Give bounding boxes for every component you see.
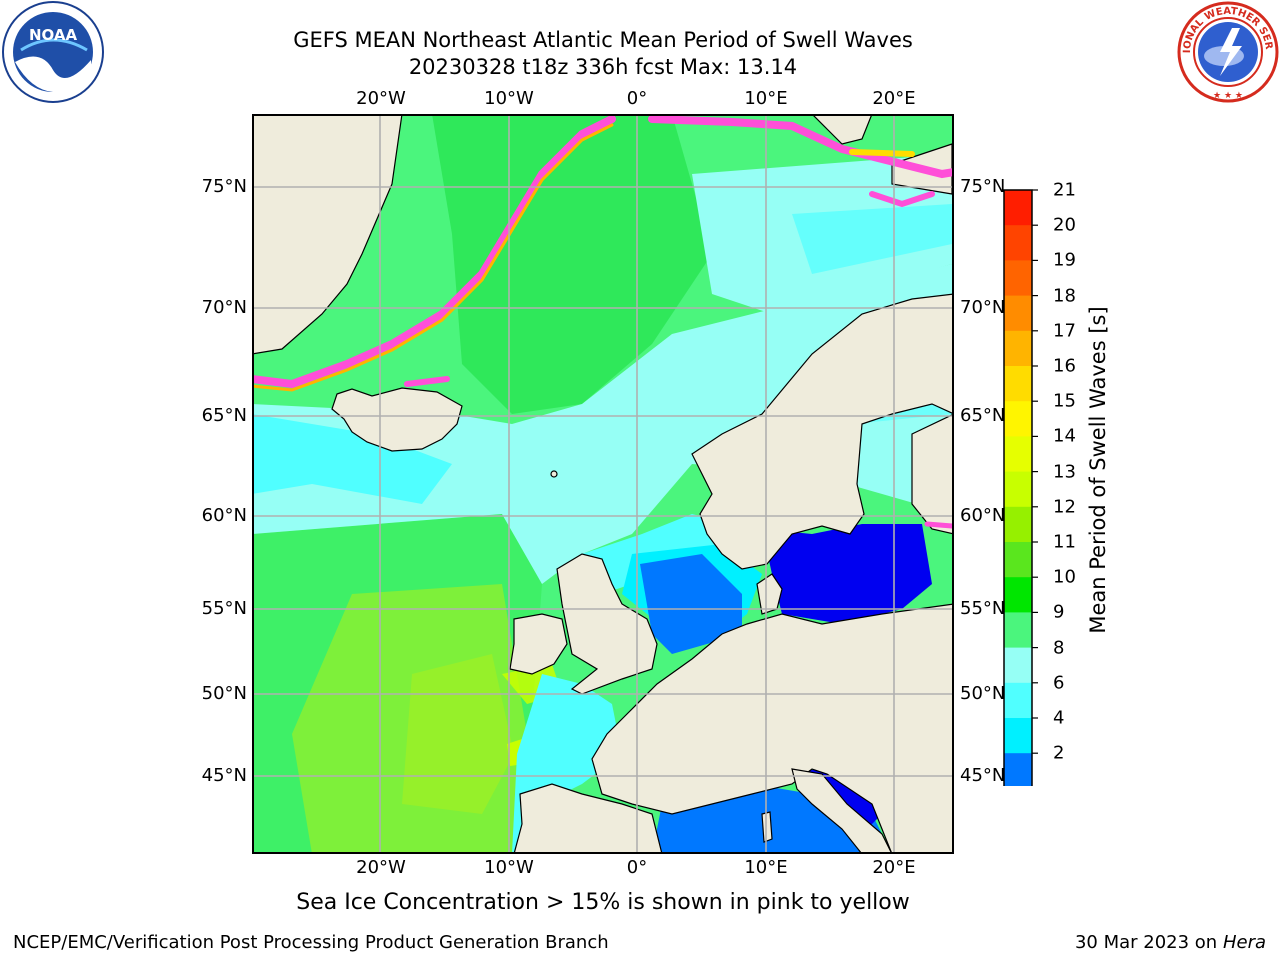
colorbar-segment xyxy=(1004,190,1032,226)
colorbar-tick-label: 16 xyxy=(1053,355,1076,377)
colorbar-tick-label: 21 xyxy=(1053,179,1076,201)
nws-logo: NATIONAL WEATHER SERVICE ★ ★ ★ xyxy=(1176,0,1279,103)
colorbar-tick-label: 14 xyxy=(1053,425,1076,447)
map-subtitle: 20230328 t18z 336h fcst Max: 13.14 xyxy=(408,55,798,79)
colorbar-segment xyxy=(1004,366,1032,402)
lon-label-top: 10°W xyxy=(484,88,534,109)
colorbar-segment xyxy=(1004,330,1032,367)
colorbar-segment xyxy=(1004,612,1032,649)
lat-label-right: 75°N xyxy=(960,176,1006,197)
colorbar-tick-label: 13 xyxy=(1053,461,1076,483)
land-greenland xyxy=(253,115,403,355)
ice-edge-greenland xyxy=(253,115,616,389)
map-title: GEFS MEAN Northeast Atlantic Mean Period… xyxy=(293,28,913,52)
colorbar-segment xyxy=(1004,577,1032,613)
colorbar-tick-label: 12 xyxy=(1053,496,1076,518)
ice-note: Sea Ice Concentration > 15% is shown in … xyxy=(296,890,910,915)
lat-label-left: 75°N xyxy=(201,176,247,197)
land-iberia xyxy=(513,783,663,853)
colorbar-tick-label: 8 xyxy=(1053,637,1065,659)
field-green-north xyxy=(432,115,712,414)
field-baltic xyxy=(762,524,932,624)
lat-label-left: 50°N xyxy=(201,683,247,704)
lat-label-right: 65°N xyxy=(960,405,1006,426)
colorbar-segment xyxy=(1004,647,1032,684)
lat-label-left: 55°N xyxy=(201,598,247,619)
host-name: Hera xyxy=(1222,932,1266,953)
colorbar-tick-label: 6 xyxy=(1053,672,1065,694)
land-iceland xyxy=(331,387,463,452)
colorbar-segment xyxy=(1004,542,1032,578)
noaa-logo-text: NOAA xyxy=(29,26,78,44)
land-svalbard xyxy=(812,115,873,145)
land-scandinavia xyxy=(691,293,953,570)
colorbar-segment xyxy=(1004,225,1032,261)
colorbar-tick-label: 2 xyxy=(1053,742,1065,764)
colorbar-segment xyxy=(1004,682,1032,719)
credit-text: NCEP/EMC/Verification Post Processing Pr… xyxy=(13,932,609,953)
colorbar-tick-label: 18 xyxy=(1053,285,1076,307)
land-ireland xyxy=(509,613,568,675)
lon-label-top: 0° xyxy=(626,88,648,109)
lat-label-left: 60°N xyxy=(201,505,247,526)
colorbar-tick-label: 17 xyxy=(1053,320,1076,342)
colorbar-tick-label: 11 xyxy=(1053,531,1076,553)
lat-label-left: 70°N xyxy=(201,297,247,318)
colorbar-tick-label: 4 xyxy=(1053,707,1065,729)
colorbar-tick-label: 10 xyxy=(1053,566,1076,588)
colorbar-segment xyxy=(1004,753,1032,786)
colorbar-tick-label: 19 xyxy=(1053,249,1076,271)
land-continental-europe xyxy=(591,603,953,853)
lon-label-bottom: 20°E xyxy=(872,857,916,878)
colorbar-segment xyxy=(1004,401,1032,437)
lon-label-bottom: 10°W xyxy=(484,857,534,878)
lat-label-right: 55°N xyxy=(960,598,1006,619)
lon-label-bottom: 0° xyxy=(626,857,648,878)
colorbar-tick-label: 20 xyxy=(1053,214,1076,236)
colorbar-segment xyxy=(1004,295,1032,332)
colorbar-tick-label: 9 xyxy=(1053,601,1065,623)
colorbar-segment xyxy=(1004,506,1032,543)
colorbar-segment xyxy=(1004,718,1032,754)
lon-label-top: 20°W xyxy=(356,88,406,109)
svg-text:★ ★ ★: ★ ★ ★ xyxy=(1213,91,1243,101)
lat-label-left: 65°N xyxy=(201,405,247,426)
date-stamp: 30 Mar 2023 on Hera xyxy=(1075,932,1266,953)
lon-label-bottom: 10°E xyxy=(744,857,788,878)
lat-label-left: 45°N xyxy=(201,765,247,786)
lat-label-right: 45°N xyxy=(960,765,1006,786)
lat-label-right: 60°N xyxy=(960,505,1006,526)
lat-label-right: 50°N xyxy=(960,683,1006,704)
colorbar xyxy=(1003,189,1038,786)
field-light-cyan xyxy=(253,264,952,584)
colorbar-tick-label: 15 xyxy=(1053,390,1076,412)
graticule xyxy=(253,115,953,853)
lon-label-top: 10°E xyxy=(744,88,788,109)
colorbar-title: Mean Period of Swell Waves [s] xyxy=(1086,306,1110,634)
colorbar-segment xyxy=(1004,471,1032,508)
field-blue-northsea xyxy=(640,554,742,654)
noaa-logo: NOAA xyxy=(2,1,104,103)
date-text: 30 Mar 2023 on xyxy=(1074,932,1218,953)
ice-edge-svalbard xyxy=(648,115,953,179)
lon-label-bottom: 20°W xyxy=(356,857,406,878)
colorbar-segment xyxy=(1004,260,1032,297)
lon-label-top: 20°E xyxy=(872,88,916,109)
land-italy xyxy=(791,768,893,853)
colorbar-segment xyxy=(1004,436,1032,473)
swell-period-map xyxy=(252,114,954,854)
lat-label-right: 70°N xyxy=(960,297,1006,318)
